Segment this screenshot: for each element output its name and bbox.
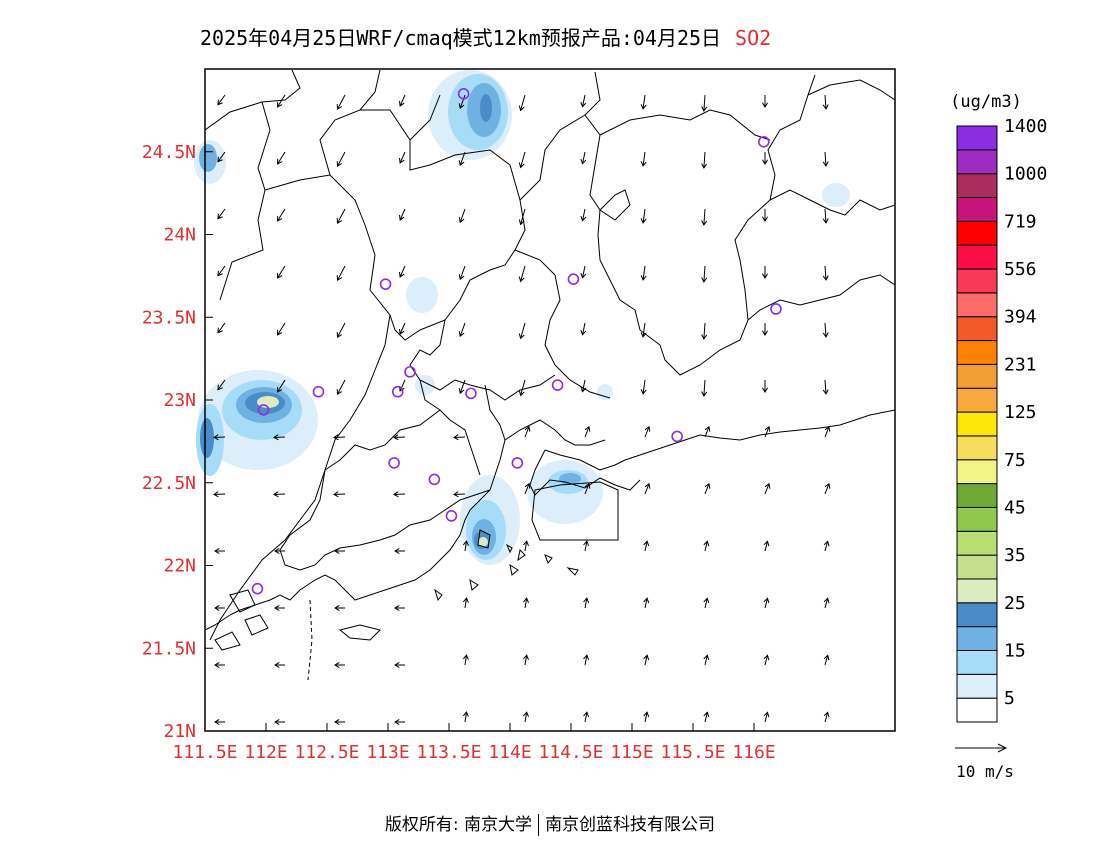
monitoring-station — [388, 457, 400, 469]
colorbar-bin — [956, 554, 998, 580]
colorbar-bin — [956, 363, 998, 389]
lon-label: 115.5E — [660, 742, 725, 763]
pollutant-label: SO2 — [735, 26, 772, 50]
monitoring-station — [404, 366, 416, 378]
copyright-text: 版权所有: 南京大学 — [384, 815, 533, 835]
colorbar-bin — [956, 459, 998, 485]
colorbar-bin — [956, 292, 998, 318]
lat-label: 23N — [163, 390, 196, 411]
latitude-axis: 24.5N 24N 23.5N 23N 22.5N 22N 21.5N 21N — [142, 142, 213, 742]
monitoring-station — [770, 303, 782, 315]
monitoring-station — [428, 473, 441, 486]
lat-label: 21.5N — [142, 638, 196, 659]
lat-label: 22.5N — [142, 473, 196, 494]
colorbar-label: 15 — [1004, 640, 1026, 661]
colorbar-label: 125 — [1004, 402, 1037, 423]
monitoring-station — [567, 273, 580, 285]
monitoring-station — [257, 404, 270, 416]
colorbar-unit: (ug/m3) — [950, 92, 1022, 112]
lon-label: 112.5E — [294, 742, 359, 763]
colorbar-bin — [956, 173, 998, 199]
station-markers — [251, 88, 782, 595]
lon-label: 112E — [244, 742, 287, 763]
monitoring-station — [757, 136, 770, 148]
monitoring-station — [391, 385, 404, 398]
colorbar-bin — [956, 149, 998, 175]
colorbar: 5 15 25 35 45 75 125 231 394 556 719 1000 1400 — [956, 116, 1047, 723]
monitoring-station — [671, 430, 683, 443]
wind-vectors — [213, 94, 831, 726]
monitoring-station — [445, 510, 458, 522]
colorbar-bin — [956, 626, 998, 651]
wind-legend-label: 10 m/s — [956, 762, 1014, 781]
colorbar-bin — [956, 673, 998, 699]
lon-label: 113.5E — [416, 742, 481, 763]
colorbar-bin — [956, 411, 998, 437]
colorbar-label: 25 — [1004, 593, 1026, 614]
colorbar-label: 1000 — [1004, 164, 1047, 185]
lon-label: 116E — [732, 742, 775, 763]
colorbar-bin — [956, 483, 998, 508]
colorbar-bin — [956, 340, 998, 365]
colorbar-label: 719 — [1004, 211, 1037, 232]
company-text: 南京创蓝科技有限公司 — [545, 815, 716, 835]
colorbar-label: 35 — [1004, 545, 1026, 566]
longitude-axis: 111.5E 112E 112.5E 113E 113.5E 114E 114.5E 115E… — [172, 723, 776, 763]
colorbar-bin — [956, 530, 998, 556]
lat-label: 24.5N — [142, 142, 196, 163]
colorbar-bin — [956, 649, 998, 675]
colorbar-bin — [956, 244, 998, 270]
colorbar-bin — [956, 316, 998, 342]
monitoring-station — [251, 582, 264, 595]
colorbar-label: 1400 — [1004, 116, 1047, 137]
colorbar-bin — [956, 125, 998, 151]
chart-title: 2025年04月25日WRF/cmaq模式12km预报产品:04月25日 SO2 — [200, 22, 771, 51]
colorbar-label: 75 — [1004, 450, 1026, 471]
colorbar-bin — [956, 602, 998, 628]
monitoring-station — [551, 379, 564, 391]
colorbar-label: 5 — [1004, 688, 1015, 709]
title-text: 2025年04月25日WRF/cmaq模式12km预报产品:04月25日 — [200, 26, 722, 50]
lat-label: 21N — [163, 721, 196, 742]
colorbar-bin — [956, 220, 998, 246]
colorbar-bin — [956, 506, 998, 532]
colorbar-label: 231 — [1004, 354, 1037, 375]
lon-label: 113E — [366, 742, 409, 763]
monitoring-station — [312, 385, 325, 398]
monitoring-station — [457, 88, 470, 100]
colorbar-bin — [956, 268, 998, 294]
lat-label: 23.5N — [142, 307, 196, 328]
colorbar-bin — [956, 197, 998, 222]
wind-legend: 10 m/s — [955, 743, 1014, 781]
colorbar-bin — [956, 387, 998, 413]
monitoring-station — [465, 387, 477, 400]
dashed-boundary — [307, 599, 313, 681]
monitoring-station — [379, 278, 392, 290]
lat-label: 22N — [163, 556, 196, 577]
colorbar-label: 45 — [1004, 497, 1026, 518]
lon-label: 115E — [610, 742, 653, 763]
colorbar-label: 556 — [1004, 259, 1037, 280]
lon-label: 114E — [488, 742, 531, 763]
footer-divider — [538, 814, 540, 836]
colorbar-bin — [956, 435, 998, 461]
monitoring-station — [511, 457, 524, 469]
footer: 版权所有: 南京大学 南京创蓝科技有限公司 — [0, 810, 1100, 836]
colorbar-bin — [956, 697, 998, 723]
colorbar-bin — [956, 578, 998, 604]
boundary-lines — [204, 69, 896, 651]
lon-label: 111.5E — [172, 742, 237, 763]
concentration-shading — [194, 70, 850, 565]
lon-label: 114.5E — [538, 742, 603, 763]
lat-label: 24N — [163, 225, 196, 246]
colorbar-label: 394 — [1004, 307, 1037, 328]
